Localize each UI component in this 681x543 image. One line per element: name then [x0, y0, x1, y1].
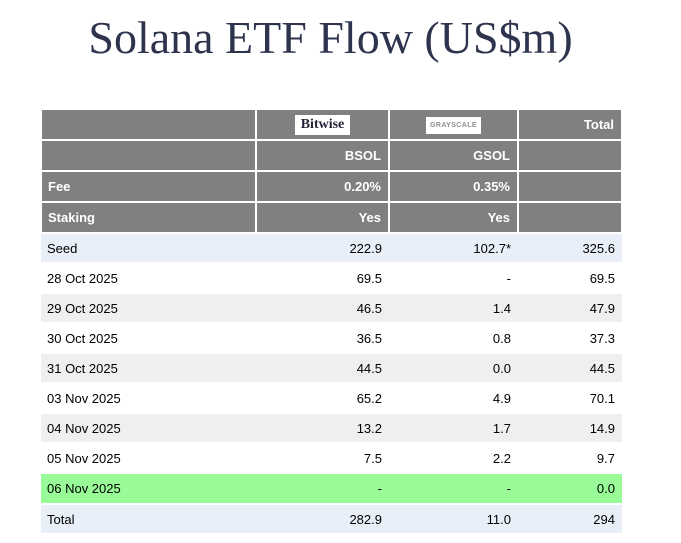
header-empty-cell	[517, 139, 623, 172]
staking-label: Staking	[40, 201, 257, 234]
grayscale-logo: GRAYSCALE	[426, 117, 481, 134]
table-row-total: Total 282.9 11.0 294	[41, 504, 622, 535]
header-empty-cell	[40, 108, 257, 141]
table-row: 31 Oct 2025 44.5 0.0 44.5	[41, 353, 622, 384]
bsol-value: 69.5	[256, 263, 389, 294]
total-value: 69.5	[518, 263, 622, 294]
table-row: 30 Oct 2025 36.5 0.8 37.3	[41, 323, 622, 354]
table-row: 05 Nov 2025 7.5 2.2 9.7	[41, 443, 622, 474]
total-value: 0.0	[518, 473, 622, 505]
ticker-bsol: BSOL	[255, 139, 390, 172]
gsol-value: -	[389, 263, 518, 294]
gsol-value: 1.7	[389, 413, 518, 444]
total-value: 70.1	[518, 383, 622, 414]
page: Solana ETF Flow (US$m) Bitwise GRAYSCALE…	[40, 0, 623, 535]
staking-row: Staking Yes Yes	[40, 201, 623, 234]
page-title: Solana ETF Flow (US$m)	[88, 12, 573, 63]
table-row: 04 Nov 2025 13.2 1.7 14.9	[41, 413, 622, 444]
ticker-gsol: GSOL	[388, 139, 519, 172]
gsol-value: 4.9	[389, 383, 518, 414]
gsol-value: 0.8	[389, 323, 518, 354]
bsol-value: 44.5	[256, 353, 389, 384]
gsol-fee: 0.35%	[388, 170, 519, 203]
row-label: 28 Oct 2025	[41, 263, 256, 294]
total-value: 47.9	[518, 293, 622, 324]
fee-label: Fee	[40, 170, 257, 203]
bsol-value: 282.9	[256, 504, 389, 535]
row-label: 29 Oct 2025	[41, 293, 256, 324]
gsol-value: -	[389, 473, 518, 505]
header-empty-cell	[40, 139, 257, 172]
table-row: 29 Oct 2025 46.5 1.4 47.9	[41, 293, 622, 324]
bsol-value: 13.2	[256, 413, 389, 444]
header-row-logos: Bitwise GRAYSCALE Total	[40, 108, 623, 141]
total-value: 294	[518, 504, 622, 535]
bsol-value: 7.5	[256, 443, 389, 474]
row-label: 06 Nov 2025	[41, 473, 256, 505]
gsol-value: 0.0	[389, 353, 518, 384]
bsol-fee: 0.20%	[255, 170, 390, 203]
total-column-header: Total	[517, 108, 623, 141]
table-row-highlighted: 06 Nov 2025 - - 0.0	[41, 473, 622, 505]
gsol-value: 11.0	[389, 504, 518, 535]
total-value: 325.6	[518, 233, 622, 264]
bsol-value: 65.2	[256, 383, 389, 414]
gsol-value: 1.4	[389, 293, 518, 324]
grayscale-logo-cell: GRAYSCALE	[388, 108, 519, 141]
total-value: 9.7	[518, 443, 622, 474]
bsol-staking: Yes	[255, 201, 390, 234]
bsol-value: -	[256, 473, 389, 505]
total-value: 14.9	[518, 413, 622, 444]
gsol-value: 102.7*	[389, 233, 518, 264]
row-label: Seed	[41, 233, 256, 264]
bitwise-logo-cell: Bitwise	[255, 108, 390, 141]
total-value: 44.5	[518, 353, 622, 384]
table-row: 03 Nov 2025 65.2 4.9 70.1	[41, 383, 622, 414]
row-label: 04 Nov 2025	[41, 413, 256, 444]
header-empty-cell	[517, 170, 623, 203]
header-empty-cell	[517, 201, 623, 234]
bsol-value: 46.5	[256, 293, 389, 324]
header-row-tickers: BSOL GSOL	[40, 139, 623, 172]
row-label: 31 Oct 2025	[41, 353, 256, 384]
gsol-staking: Yes	[388, 201, 519, 234]
total-value: 37.3	[518, 323, 622, 354]
table-row: 28 Oct 2025 69.5 - 69.5	[41, 263, 622, 294]
row-label: Total	[41, 504, 256, 535]
row-label: 03 Nov 2025	[41, 383, 256, 414]
gsol-value: 2.2	[389, 443, 518, 474]
etf-flow-table: Bitwise GRAYSCALE Total BSOL GSOL Fee 0.…	[40, 108, 623, 535]
bsol-value: 222.9	[256, 233, 389, 264]
table-row-seed: Seed 222.9 102.7* 325.6	[41, 233, 622, 264]
row-label: 05 Nov 2025	[41, 443, 256, 474]
fee-row: Fee 0.20% 0.35%	[40, 170, 623, 203]
bsol-value: 36.5	[256, 323, 389, 354]
bitwise-logo: Bitwise	[294, 114, 351, 135]
row-label: 30 Oct 2025	[41, 323, 256, 354]
